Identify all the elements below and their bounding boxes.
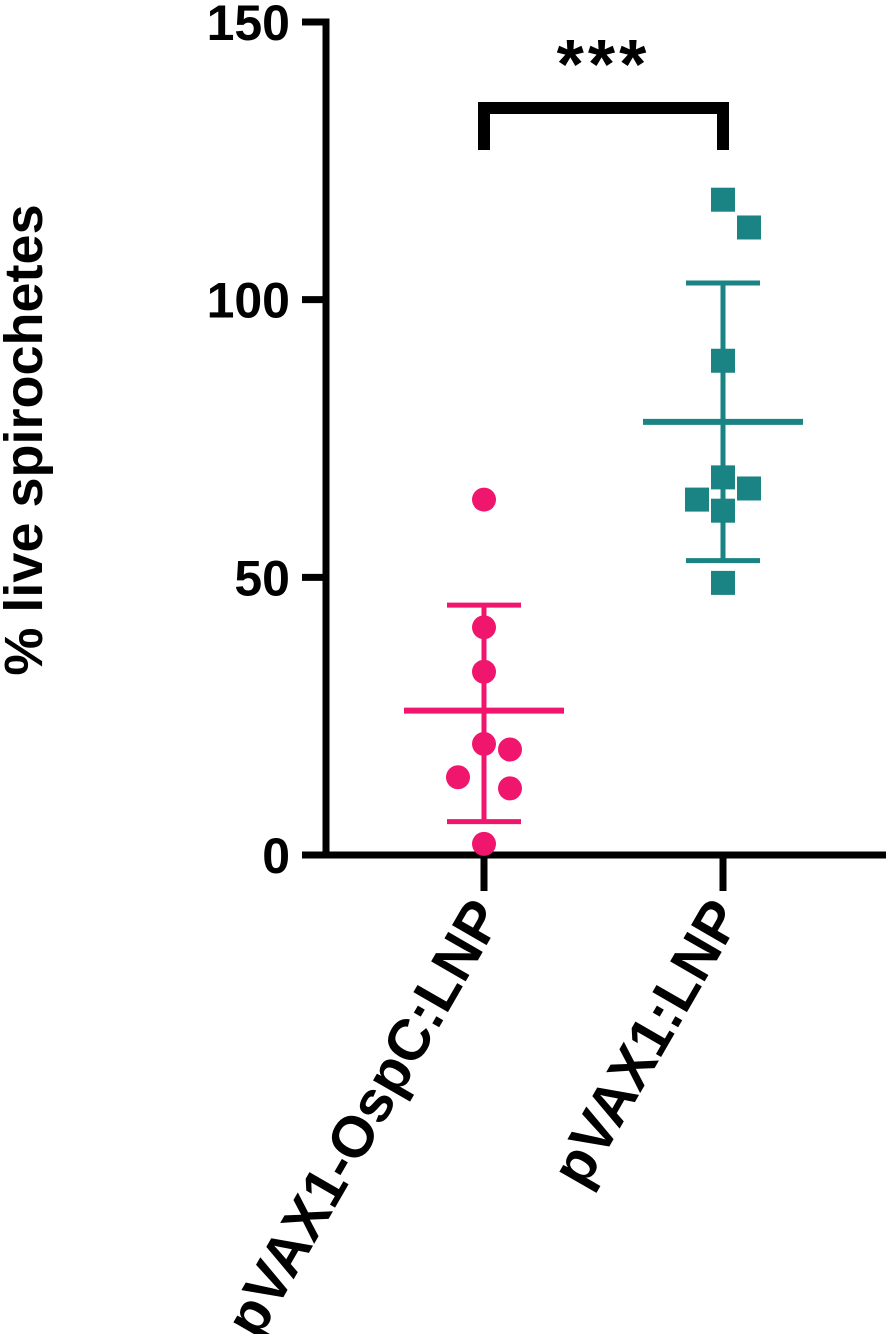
data-point bbox=[498, 776, 522, 801]
data-point bbox=[498, 737, 522, 762]
data-point bbox=[711, 570, 735, 595]
data-point bbox=[446, 765, 470, 790]
x-tick-label: pVAX1-OspC:LNP bbox=[213, 889, 515, 1334]
data-marks bbox=[404, 187, 803, 856]
data-point bbox=[472, 659, 496, 684]
y-tick-label: 150 bbox=[207, 0, 290, 51]
y-tick-label: 100 bbox=[207, 273, 290, 329]
data-point bbox=[472, 615, 496, 640]
y-tick-label: 50 bbox=[234, 550, 290, 606]
data-point bbox=[685, 487, 709, 512]
data-point bbox=[711, 187, 735, 212]
data-point bbox=[711, 498, 735, 523]
data-point bbox=[472, 831, 496, 856]
data-point bbox=[711, 465, 735, 490]
significance-label: *** bbox=[557, 25, 651, 103]
axes: 0 50 100 150 pVAX1-OspC:LNP pVAX1:LNP bbox=[207, 0, 886, 1334]
x-tick-label: pVAX1:LNP bbox=[539, 889, 754, 1197]
data-point bbox=[711, 348, 735, 373]
y-axis-label: % live spirochetes bbox=[0, 204, 54, 675]
data-point bbox=[737, 476, 761, 501]
y-tick-label: 0 bbox=[262, 828, 290, 884]
annotations: *** bbox=[478, 25, 729, 150]
data-point bbox=[737, 215, 761, 240]
data-point bbox=[472, 487, 496, 512]
significance-bracket bbox=[478, 102, 729, 150]
data-point bbox=[472, 731, 496, 756]
